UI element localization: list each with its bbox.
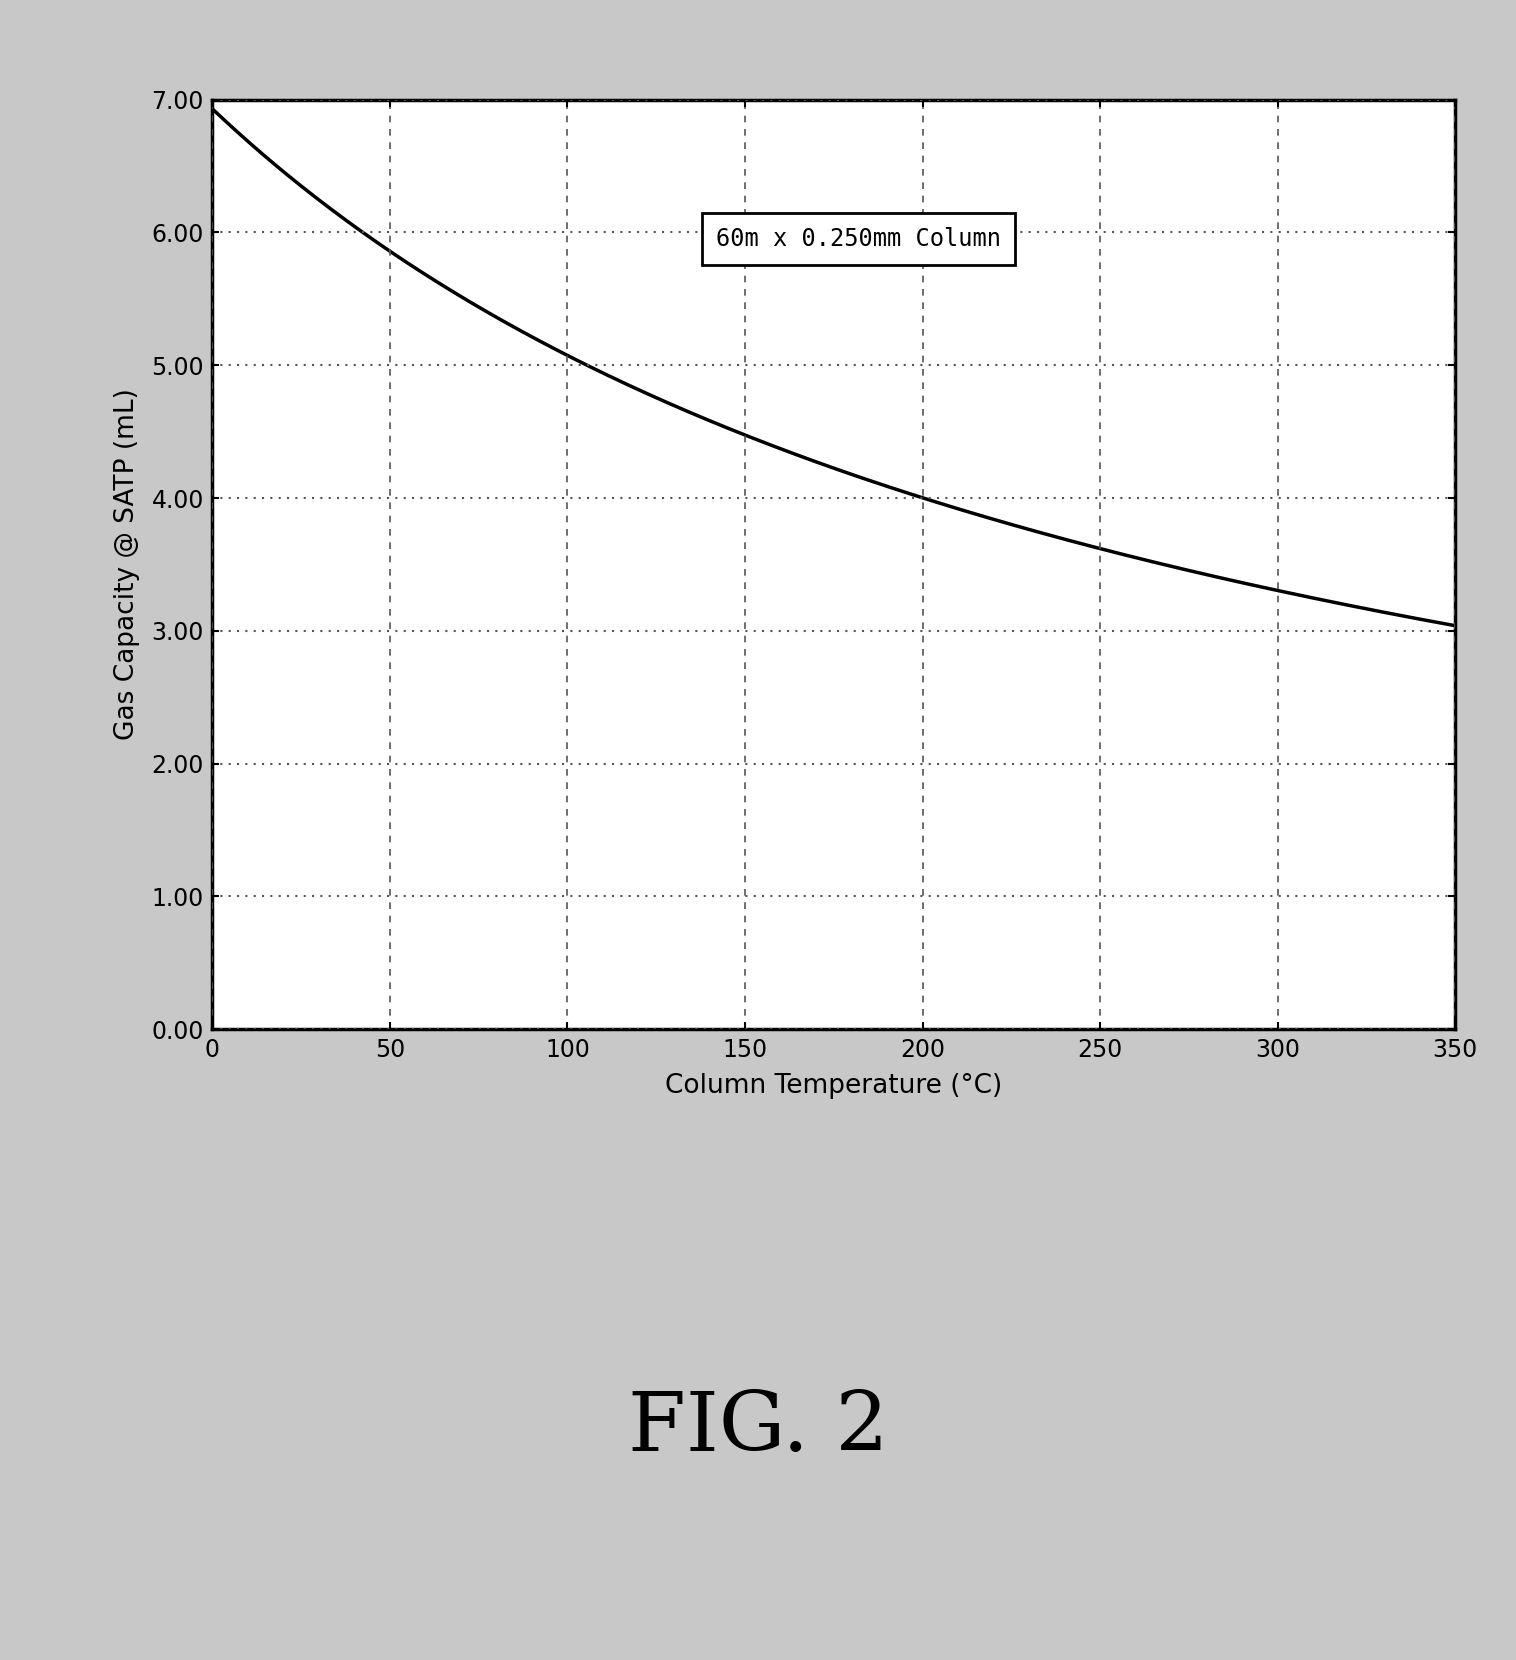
X-axis label: Column Temperature (°C): Column Temperature (°C) [666,1072,1002,1099]
Y-axis label: Gas Capacity @ SATP (mL): Gas Capacity @ SATP (mL) [114,388,139,740]
Text: FIG. 2: FIG. 2 [628,1388,888,1467]
Text: 60m x 0.250mm Column: 60m x 0.250mm Column [716,227,1001,251]
